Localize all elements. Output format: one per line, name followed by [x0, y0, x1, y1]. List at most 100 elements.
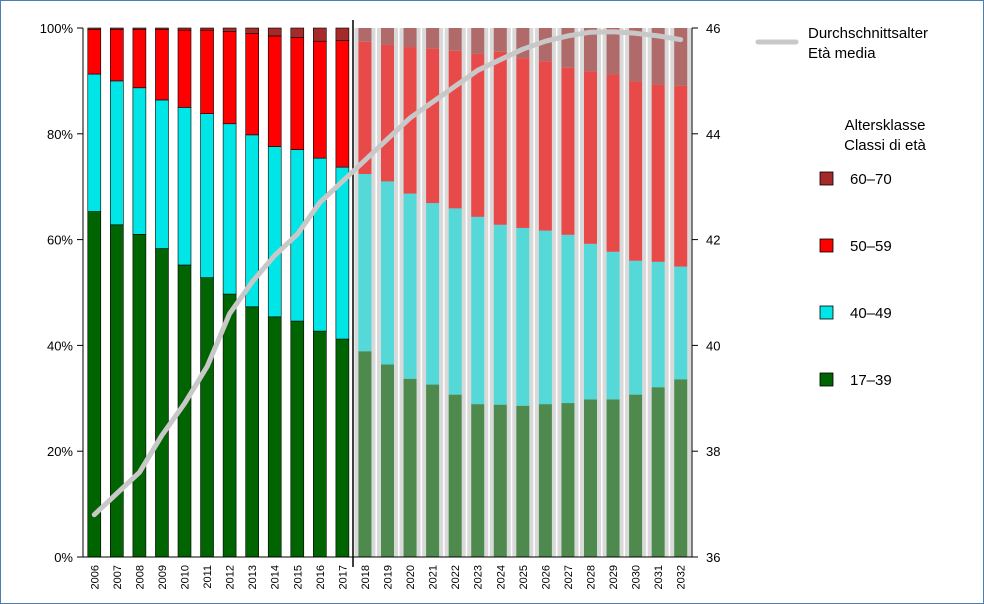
legend-label-60-70: 60–70 — [850, 171, 892, 188]
bar-60-70-2008 — [132, 27, 147, 30]
bar-60-70-2009 — [155, 27, 169, 30]
bar-60-70-2007 — [110, 27, 124, 30]
legend: Durchschnittsalter Età media Altersklass… — [755, 25, 928, 389]
x-tick-label-2029: 2029 — [608, 565, 620, 589]
x-tick-label-2018: 2018 — [360, 565, 372, 589]
bar-40-49-2030 — [629, 260, 643, 395]
bar-17-39-2023 — [471, 404, 485, 557]
bar-50-59-2024 — [493, 51, 507, 225]
bar-50-59-2006 — [87, 29, 102, 75]
bar-17-39-2027 — [561, 403, 575, 557]
right-tick-label: 40 — [706, 338, 720, 353]
x-tick-label-2013: 2013 — [247, 565, 259, 589]
left-tick-label: 20% — [47, 444, 73, 459]
bar-40-49-2029 — [606, 251, 620, 400]
legend-line-label-1: Durchschnittsalter — [808, 25, 928, 42]
bar-17-39-2021 — [426, 384, 440, 557]
bar-40-49-2022 — [448, 208, 462, 395]
bar-40-49-2017 — [335, 166, 350, 340]
bar-17-39-2020 — [403, 378, 417, 557]
bar-17-39-2011 — [200, 277, 214, 558]
bar-40-49-2026 — [538, 230, 552, 405]
legend-swatch-17-39 — [819, 372, 834, 387]
legend-title-2: Classi di età — [844, 137, 926, 154]
bar-17-39-2006 — [87, 211, 102, 558]
x-tick-label-2025: 2025 — [518, 565, 530, 589]
bar-50-59-2032 — [674, 85, 688, 267]
bar-40-49-2009 — [155, 99, 169, 249]
x-tick-label-2020: 2020 — [405, 565, 417, 589]
bar-40-49-2007 — [110, 80, 124, 226]
x-tick-label-2009: 2009 — [157, 565, 169, 589]
bar-60-70-2026 — [538, 28, 552, 62]
bar-17-39-2028 — [584, 399, 597, 557]
x-tick-label-2023: 2023 — [473, 565, 485, 589]
bar-17-39-2008 — [132, 234, 147, 558]
bar-50-59-2010 — [177, 29, 192, 108]
bar-50-59-2021 — [426, 48, 440, 204]
bar-60-70-2015 — [290, 27, 305, 38]
bar-60-70-2021 — [426, 28, 440, 49]
bar-60-70-2014 — [267, 27, 282, 37]
bar-60-70-2016 — [313, 27, 327, 42]
bar-17-39-2031 — [651, 387, 665, 557]
bar-40-49-2011 — [200, 113, 214, 278]
left-tick-label: 60% — [47, 233, 73, 248]
legend-title-1: Altersklasse — [845, 117, 926, 134]
bar-40-49-2012 — [222, 123, 237, 295]
bar-60-70-2017 — [335, 27, 350, 41]
bar-17-39-2029 — [606, 399, 620, 557]
bar-60-70-2031 — [651, 28, 665, 85]
left-tick-label: 0% — [54, 550, 73, 565]
bar-50-59-2007 — [110, 29, 124, 82]
x-tick-label-2014: 2014 — [270, 565, 282, 589]
legend-line-label-2: Età media — [808, 45, 876, 62]
bar-17-39-2026 — [538, 404, 552, 557]
bar-50-59-2022 — [448, 50, 462, 209]
x-tick-label-2027: 2027 — [563, 565, 575, 589]
bar-50-59-2023 — [471, 53, 485, 217]
bar-50-59-2015 — [290, 37, 305, 150]
bar-40-49-2031 — [651, 261, 665, 388]
bar-50-59-2018 — [358, 41, 372, 175]
bar-17-39-2030 — [629, 394, 643, 557]
x-tick-label-2008: 2008 — [134, 565, 146, 589]
bar-40-49-2024 — [493, 224, 507, 405]
bar-60-70-2013 — [245, 27, 259, 34]
bar-50-59-2025 — [516, 58, 530, 228]
legend-swatch-40-49 — [819, 305, 834, 320]
bar-50-59-2014 — [267, 35, 282, 147]
bar-17-39-2016 — [313, 330, 327, 558]
bar-17-39-2025 — [516, 405, 530, 557]
legend-swatch-50-59 — [819, 238, 834, 253]
x-tick-label-2019: 2019 — [383, 565, 395, 589]
bar-40-49-2006 — [87, 73, 102, 212]
bar-17-39-2007 — [110, 224, 124, 558]
legend-label-50-59: 50–59 — [850, 238, 892, 255]
right-tick-label: 46 — [706, 21, 720, 36]
bar-50-59-2011 — [200, 29, 214, 114]
x-tick-label-2015: 2015 — [292, 565, 304, 589]
bar-60-70-2006 — [87, 27, 102, 30]
legend-swatch-60-70 — [819, 171, 834, 186]
bar-50-59-2027 — [561, 67, 575, 235]
bar-60-70-2023 — [471, 28, 485, 54]
bar-17-39-2017 — [335, 338, 350, 558]
bar-17-39-2032 — [674, 379, 688, 557]
bar-17-39-2013 — [245, 306, 259, 558]
bar-50-59-2016 — [313, 40, 327, 159]
bar-40-49-2016 — [313, 157, 327, 332]
bar-50-59-2019 — [381, 44, 394, 182]
legend-label-40-49: 40–49 — [850, 305, 892, 322]
bar-40-49-2027 — [561, 234, 575, 404]
left-tick-label: 80% — [47, 127, 73, 142]
stacked-bars — [87, 27, 688, 558]
x-tick-label-2010: 2010 — [180, 565, 192, 589]
bar-50-59-2026 — [538, 61, 552, 231]
bar-60-70-2028 — [584, 28, 597, 72]
bar-17-39-2012 — [222, 293, 237, 558]
x-tick-label-2032: 2032 — [676, 565, 688, 589]
x-tick-label-2024: 2024 — [495, 565, 507, 589]
bar-40-49-2023 — [471, 216, 485, 405]
